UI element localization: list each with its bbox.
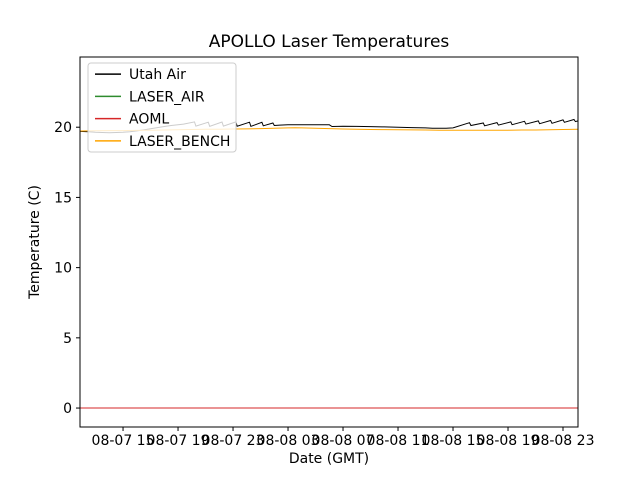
y-tick-label: 15 <box>54 190 72 206</box>
x-tick-label: 08-08 19 <box>477 433 540 449</box>
y-axis-label: Temperature (C) <box>27 185 43 300</box>
x-tick-label: 08-08 03 <box>257 433 320 449</box>
legend-label-utah-air: Utah Air <box>129 67 186 83</box>
chart-title: APOLLO Laser Temperatures <box>209 32 450 52</box>
legend-box <box>87 62 237 153</box>
x-tick-label: 08-08 07 <box>312 433 375 449</box>
x-tick-label: 08-07 23 <box>202 433 265 449</box>
legend-label-aoml: AOML <box>129 112 169 128</box>
x-tick-label: 08-07 15 <box>92 433 155 449</box>
plot-frame <box>79 56 579 428</box>
x-axis-label: Date (GMT) <box>289 451 369 467</box>
y-tick-label: 10 <box>54 261 72 277</box>
y-tick-label: 0 <box>63 401 72 417</box>
x-tick-label: 08-08 15 <box>422 433 485 449</box>
x-tick-label: 08-07 19 <box>147 433 210 449</box>
x-tick-label: 08-08 11 <box>367 433 430 449</box>
legend-label-laser-air: LASER_AIR <box>129 89 205 105</box>
y-tick-label: 5 <box>63 331 72 347</box>
legend-label-laser-bench: LASER_BENCH <box>129 134 230 150</box>
x-tick-label: 08-08 23 <box>532 433 595 449</box>
y-tick-label: 20 <box>54 120 72 136</box>
